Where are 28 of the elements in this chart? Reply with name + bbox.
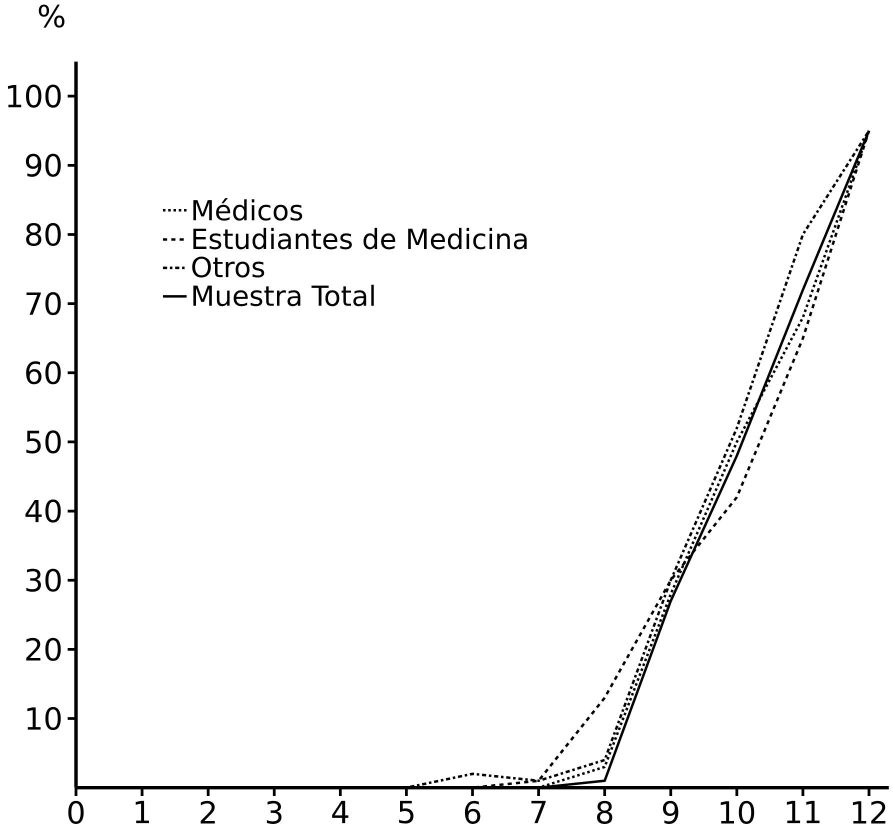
x-tick-label: 1 — [136, 801, 149, 824]
y-tick-label: 90 — [26, 154, 61, 178]
y-tick-label: 30 — [26, 568, 61, 592]
y-tick-label: 20 — [26, 638, 61, 662]
y-tick-label: 80 — [26, 223, 61, 246]
legend-label: Estudiantes de Medicina — [193, 228, 527, 250]
y-tick-label: 70 — [26, 292, 61, 316]
legend-label: Muestra Total — [193, 284, 374, 306]
y-tick-label: 10 — [27, 707, 61, 730]
x-tick-label: 2 — [200, 801, 215, 824]
y-tick-label: 50 — [26, 430, 61, 454]
y-tick-label: 60 — [26, 361, 61, 385]
x-tick-label: 0 — [68, 801, 84, 824]
legend-label: Médicos — [193, 198, 302, 221]
x-tick-label: 3 — [266, 801, 282, 824]
x-tick-label: 11 — [786, 801, 820, 824]
legend-label: Otros — [192, 256, 264, 278]
x-tick-label: 4 — [332, 801, 348, 824]
y-tick-label: 40 — [26, 500, 61, 523]
x-tick-label: 12 — [852, 801, 886, 824]
y-axis-title: % — [38, 4, 64, 28]
x-tick-label: 7 — [531, 801, 546, 824]
x-tick-label: 5 — [399, 801, 414, 824]
y-tick-label: 100 — [8, 84, 61, 108]
x-tick-label: 6 — [464, 801, 480, 824]
x-tick-label: 8 — [597, 801, 612, 824]
x-tick-label: 9 — [662, 801, 678, 824]
x-tick-label: 10 — [720, 801, 754, 824]
